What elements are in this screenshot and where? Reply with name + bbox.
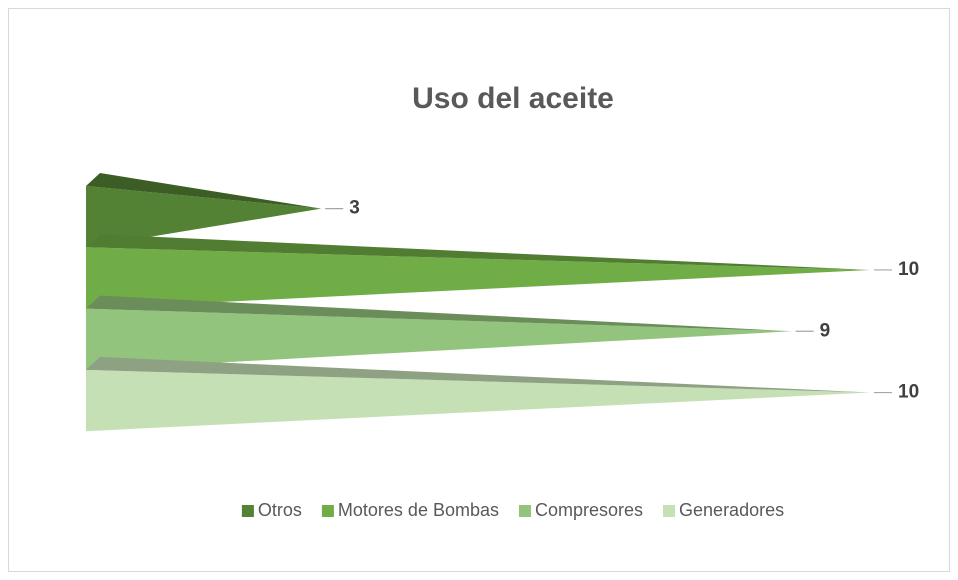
legend-label: Compresores (535, 500, 643, 520)
legend-label: Otros (258, 500, 302, 520)
bar-top (86, 234, 870, 270)
bar-top (86, 356, 870, 393)
data-label: 3 (349, 198, 360, 219)
chart-title: Uso del aceite (412, 82, 614, 115)
data-label: 10 (898, 259, 919, 280)
bar-top (86, 295, 792, 332)
bar-front (86, 308, 792, 370)
legend: Otros Motores de Bombas Compresores Generad… (241, 500, 784, 520)
bar-front (86, 186, 322, 248)
data-label: 10 (898, 382, 919, 403)
legend-swatch (518, 505, 531, 517)
legend-label: Motores de Bombas (338, 500, 499, 520)
bar-top (86, 173, 322, 209)
legend-swatch (241, 505, 254, 517)
data-label: 9 (820, 320, 831, 341)
legend-label: Generadores (679, 500, 784, 520)
legend-swatch (663, 505, 676, 517)
legend-swatch (321, 505, 334, 517)
bar-front (86, 369, 870, 432)
bar-front (86, 247, 870, 309)
